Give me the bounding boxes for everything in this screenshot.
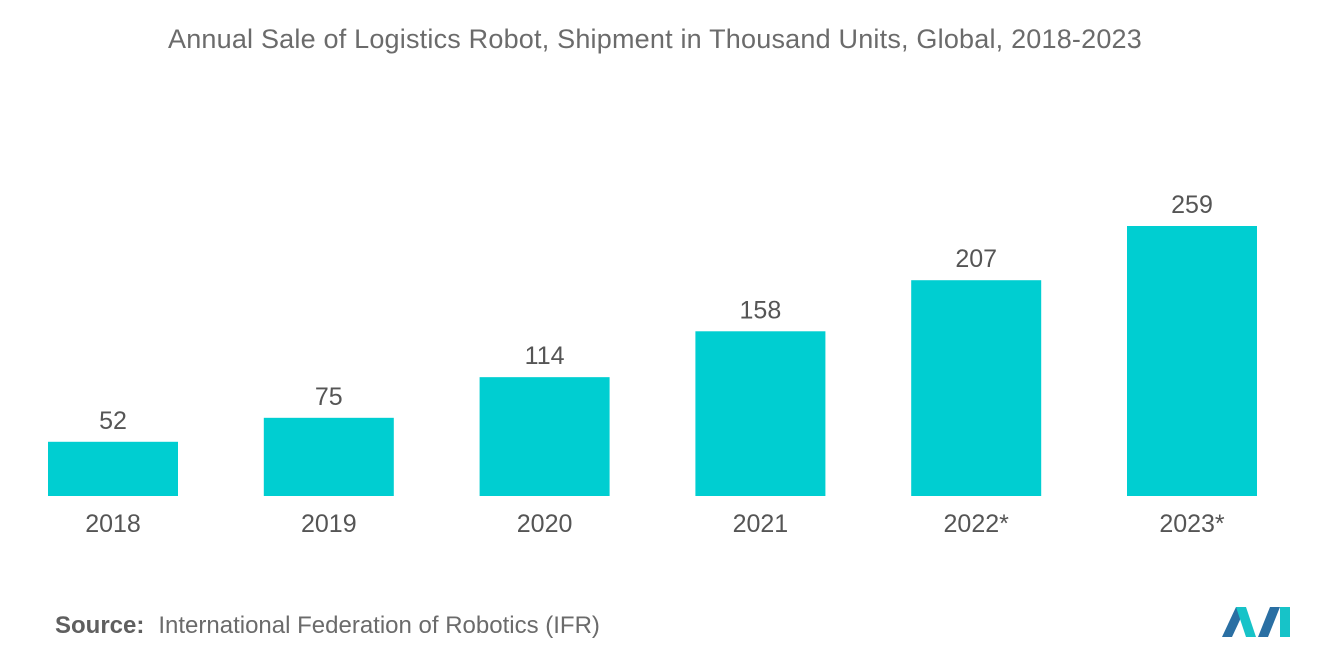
- logo-end-stroke: [1280, 607, 1290, 637]
- logo-right-stroke: [1258, 607, 1280, 637]
- data-label-2022-est: 207: [955, 245, 997, 273]
- x-tick-label-2023-est: 2023*: [1159, 510, 1225, 538]
- chart-title: Annual Sale of Logistics Robot, Shipment…: [167, 24, 1142, 54]
- x-tick-label-2019: 2019: [301, 510, 357, 538]
- data-label-2018: 52: [99, 407, 127, 435]
- data-label-2023-est: 259: [1171, 191, 1213, 219]
- x-tick-label-2020: 2020: [517, 510, 573, 538]
- bar-2020: [479, 377, 610, 496]
- source-text: International Federation of Robotics (IF…: [158, 612, 600, 639]
- source-label: Source:: [55, 612, 145, 639]
- logo-mid-stroke: [1236, 607, 1256, 637]
- source-footer: Source: International Federation of Robot…: [55, 612, 600, 640]
- bar-2022-est: [911, 280, 1042, 496]
- x-tick-label-2018: 2018: [85, 510, 141, 538]
- data-label-2020: 114: [525, 342, 565, 370]
- x-tick-label-2021: 2021: [733, 510, 789, 538]
- bar-2021: [695, 331, 826, 496]
- bar-2019: [263, 417, 394, 496]
- x-tick-label-2022-est: 2022*: [944, 510, 1010, 538]
- brand-logo-icon: [1222, 607, 1290, 637]
- bar-2023-est: [1127, 226, 1257, 496]
- data-label-2021: 158: [740, 296, 782, 324]
- bar-2018: [48, 441, 178, 496]
- bar-chart: 52 2018 75 2019 114 2020 158 2021 207 2022* 259 202…: [48, 191, 1257, 538]
- data-label-2019: 75: [315, 383, 343, 411]
